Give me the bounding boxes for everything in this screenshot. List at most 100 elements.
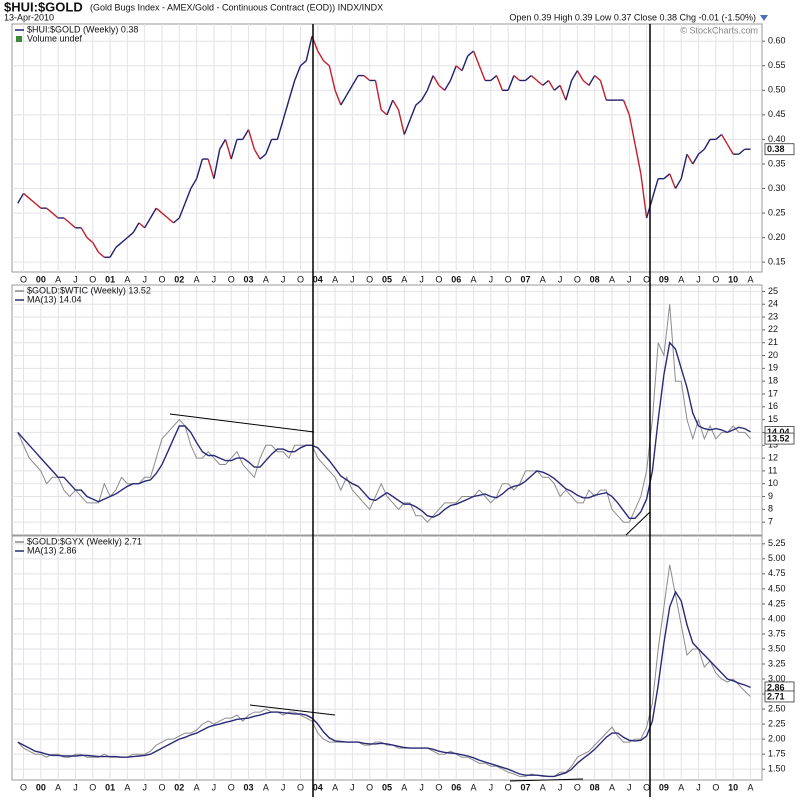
price-segment [438, 84, 446, 91]
y-tick-label: 5.25 [768, 538, 786, 548]
price-segment [155, 207, 163, 214]
price-segment [253, 148, 261, 160]
price-segment [300, 60, 307, 67]
x-tick-label: O [89, 274, 96, 284]
price-segment [288, 80, 296, 101]
y-tick-label: 3.00 [768, 673, 786, 683]
last-value-label: 2.71 [767, 691, 785, 701]
last-value-label: 14.04 [767, 427, 790, 437]
date: 13-Apr-2010 [4, 12, 54, 22]
price-segment [294, 65, 302, 81]
x-tick-label: A [540, 274, 546, 284]
x-tick-label: 03 [244, 274, 254, 284]
x-tick-label: A [263, 782, 269, 792]
price-segment [715, 133, 723, 140]
y-tick-label: 0.30 [768, 183, 786, 193]
price-segment [63, 217, 71, 224]
x-tick-label: O [158, 782, 165, 792]
note-label: Volume undef [27, 33, 83, 43]
x-tick-label: 08 [590, 274, 600, 284]
price-segment [536, 79, 544, 86]
x-tick-label: J [419, 274, 424, 284]
y-tick-label: 3.25 [768, 658, 786, 668]
x-tick-label: O [366, 782, 373, 792]
price-segment [432, 75, 440, 86]
price-segment [69, 222, 76, 229]
y-tick-label: 0.20 [768, 232, 786, 242]
y-tick-label: 17 [768, 388, 778, 398]
y-tick-label: 0.40 [768, 134, 786, 144]
price-segment [190, 178, 198, 189]
x-tick-label: A [55, 274, 61, 284]
y-tick-label: 25 [768, 286, 778, 296]
price-segment [340, 94, 348, 106]
price-segment [265, 139, 273, 155]
price-segment [455, 65, 463, 72]
price-segment [444, 80, 452, 91]
x-tick-label: A [263, 274, 269, 284]
trend-line [169, 413, 315, 433]
price-segment [582, 79, 590, 86]
legend-label: MA(13) 2.86 [27, 545, 77, 555]
x-tick-label: A [747, 274, 753, 284]
x-tick-label: J [142, 274, 147, 284]
y-tick-label: 0.15 [768, 257, 786, 267]
price-segment [692, 153, 700, 165]
x-tick-label: A [55, 782, 61, 792]
price-segment [651, 178, 659, 199]
price-segment [334, 90, 342, 106]
price-segment [374, 80, 382, 111]
price-segment [698, 148, 705, 155]
price-segment [213, 149, 221, 179]
price-segment [415, 99, 423, 106]
price-segment [634, 144, 642, 174]
x-tick-label: J [558, 274, 563, 284]
quote-menu-arrow[interactable] [760, 15, 768, 21]
x-tick-label: 05 [382, 274, 392, 284]
x-tick-label: 08 [590, 782, 600, 792]
price-segment [680, 153, 688, 179]
y-tick-label: 9 [768, 491, 773, 501]
price-segment [392, 99, 400, 111]
price-segment [23, 192, 30, 199]
x-tick-label: J [281, 782, 286, 792]
trend-line [625, 511, 651, 536]
y-tick-label: 21 [768, 337, 778, 347]
price-segment [542, 79, 549, 86]
trend-line [249, 704, 336, 716]
x-tick-label: A [471, 782, 477, 792]
price-segment [138, 222, 146, 229]
price-segment [640, 173, 648, 219]
x-tick-label: O [505, 782, 512, 792]
x-tick-label: 00 [36, 782, 46, 792]
y-tick-label: 5.00 [768, 553, 786, 563]
price-segment [351, 75, 359, 86]
legend-label: $GOLD:$GYX (Weekly) 2.71 [27, 536, 142, 546]
price-segment [184, 188, 192, 204]
y-tick-label: 4.50 [768, 583, 786, 593]
x-tick-label: O [435, 274, 442, 284]
price-segment [219, 139, 227, 150]
price-segment [559, 85, 567, 101]
x-tick-label: J [627, 782, 632, 792]
price-segment [449, 65, 457, 81]
y-tick-label: 22 [768, 324, 778, 334]
y-tick-label: 4.25 [768, 598, 786, 608]
price-segment [173, 217, 180, 224]
last-value-box [764, 143, 795, 156]
x-tick-label: J [696, 274, 701, 284]
x-tick-label: J [489, 274, 494, 284]
price-segment [28, 197, 36, 204]
price-segment [242, 129, 250, 140]
x-tick-label: A [678, 274, 684, 284]
y-tick-label: 2.00 [768, 734, 786, 744]
price-segment [513, 75, 521, 82]
x-tick-label: A [124, 274, 130, 284]
x-tick-label: J [558, 782, 563, 792]
plot-area: O 00 A J O 01 A J O 02 A J O 03 A J O 04 A J O 05 A J O 06 A J O 07 A J… [11, 23, 795, 792]
x-tick-label: 10 [728, 782, 738, 792]
y-tick-label: 12 [768, 452, 778, 462]
legend-label: $GOLD:$WTIC (Weekly) 13.52 [27, 285, 151, 295]
y-tick-label: 8 [768, 504, 773, 514]
